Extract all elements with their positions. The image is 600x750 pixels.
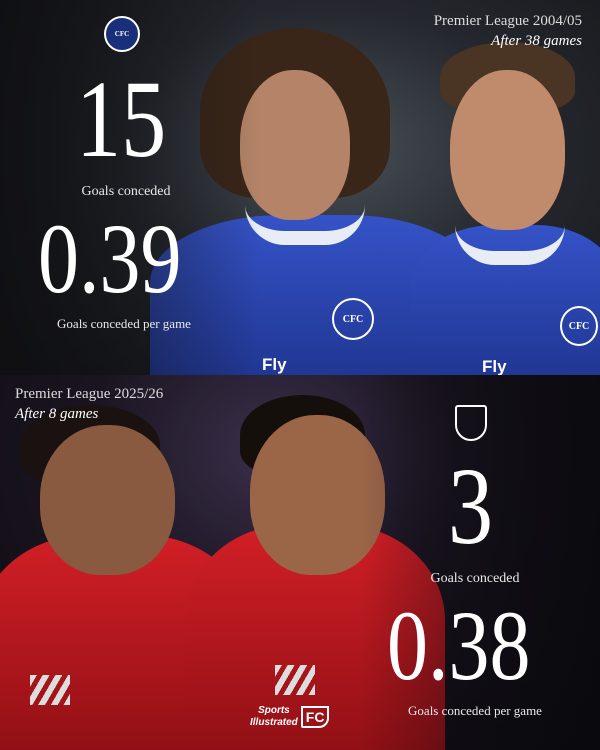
games-label: After 38 games xyxy=(491,33,582,49)
goals-conceded-label: Goals conceded xyxy=(81,184,171,199)
games-label: After 8 games xyxy=(15,406,99,422)
per-game-label: Goals conceded per game xyxy=(408,703,542,718)
chelsea-shirt-badge-icon: CFC xyxy=(560,306,598,346)
chelsea-crest-icon: CFC xyxy=(104,16,140,52)
goals-conceded-value: 3 xyxy=(448,445,494,567)
arsenal-crest-icon xyxy=(455,405,487,441)
logo-line2: Illustrated xyxy=(250,717,298,728)
competition-label: Premier League 2004/05 xyxy=(433,13,582,29)
per-game-label: Goals conceded per game xyxy=(57,316,191,331)
arsenal-panel: Premier League 2025/26 After 8 games 3 G… xyxy=(0,375,600,750)
goals-conceded-value: 15 xyxy=(76,58,167,180)
adidas-logo-icon xyxy=(275,665,315,695)
logo-line1: Sports xyxy=(258,705,290,716)
logo-fc: FC xyxy=(300,706,330,728)
adidas-logo-icon xyxy=(30,675,70,705)
sports-illustrated-fc-logo: Sports Illustrated FC xyxy=(250,705,330,729)
per-game-value: 0.38 xyxy=(387,590,531,701)
goals-conceded-label: Goals conceded xyxy=(430,571,520,586)
shirt-sponsor: Fly xyxy=(262,355,287,374)
per-game-value: 0.39 xyxy=(38,203,182,314)
shirt-sponsor: Fly xyxy=(482,357,507,375)
chelsea-shirt-badge-icon: CFC xyxy=(332,298,374,340)
competition-label: Premier League 2025/26 xyxy=(15,386,164,402)
chelsea-panel: CFC CFC Fly Fly Premier League 2004/05 A… xyxy=(0,0,600,375)
